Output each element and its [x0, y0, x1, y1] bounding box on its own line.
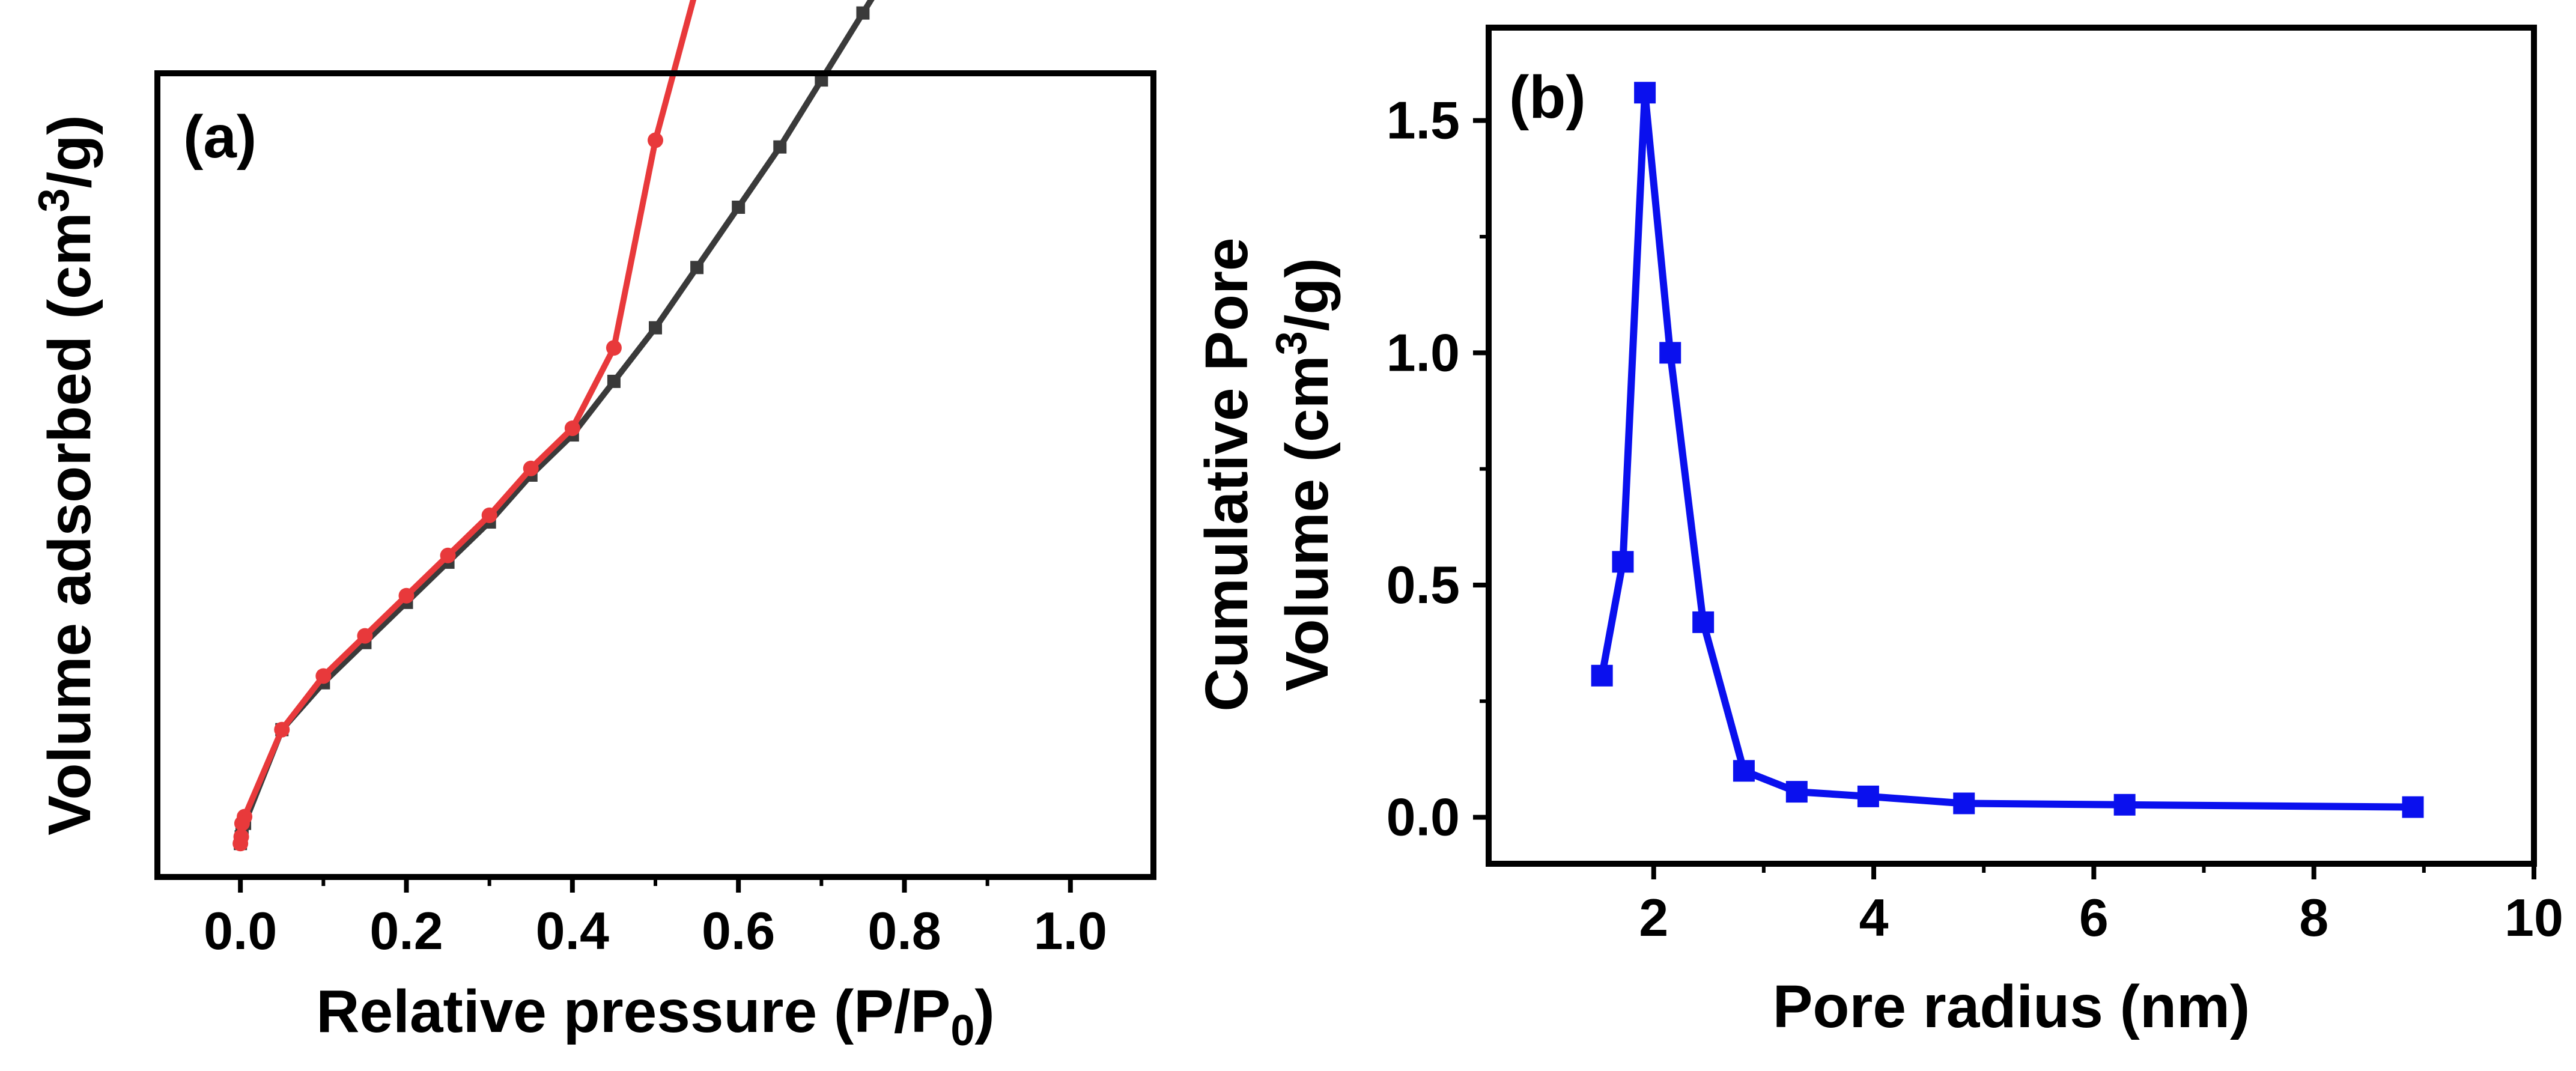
data-point — [274, 721, 290, 738]
panel-b-x-axis-title: Pore radius (nm) — [1773, 973, 2250, 1040]
series-line-desorption — [237, 0, 697, 844]
series-line-pore-volume — [1598, 89, 2413, 811]
x-tick-label: 10 — [2505, 888, 2563, 947]
data-point — [1634, 82, 1656, 104]
data-point — [856, 6, 870, 20]
x-tick-label: 2 — [1639, 888, 1668, 947]
data-point — [232, 836, 249, 852]
data-point — [773, 140, 787, 154]
data-point — [1692, 611, 1715, 633]
data-point — [1612, 551, 1634, 573]
x-tick-label: 1.0 — [1034, 901, 1107, 960]
panel-b-y-axis-title-line1: Cumulative Pore — [1193, 237, 1260, 711]
x-tick-label: 6 — [2079, 888, 2109, 947]
panel-a-chart: 0.0 0.2 0.4 0.6 0.8 1.0 (a) Relative pressure… — [30, 0, 1156, 1055]
data-point — [2402, 796, 2424, 818]
panel-a-x-axis-title: Relative pressure (P/P0) — [316, 978, 994, 1055]
data-point — [564, 420, 580, 436]
x-tick-label: 8 — [2299, 888, 2328, 947]
data-point — [1733, 760, 1755, 782]
x-tick-label: 0.6 — [702, 901, 775, 960]
y-tick-label: 1.0 — [1387, 323, 1460, 382]
data-point — [1953, 792, 1975, 815]
x-tick-label: 0.2 — [369, 901, 443, 960]
panel-a-frame — [154, 70, 1156, 880]
data-point — [1857, 785, 1879, 807]
data-point — [440, 547, 456, 563]
data-point — [2113, 793, 2136, 816]
panel-b-x-ticks: 2 4 6 8 10 — [1639, 864, 2563, 947]
data-point — [607, 374, 621, 388]
data-point — [1591, 664, 1613, 687]
data-point — [481, 507, 497, 523]
panel-b-label: (b) — [1509, 64, 1586, 131]
data-point — [398, 587, 415, 604]
panel-a-label: (a) — [183, 103, 257, 171]
y-tick-label: 0.5 — [1387, 555, 1460, 614]
data-point — [315, 668, 332, 684]
data-point — [606, 340, 622, 356]
panel-b-series — [1591, 82, 2424, 818]
y-tick-label: 0.0 — [1387, 787, 1460, 847]
panel-a-series — [232, 0, 875, 852]
data-point — [648, 132, 663, 148]
data-point — [732, 201, 746, 214]
data-point — [1785, 781, 1808, 803]
data-point — [649, 321, 662, 335]
data-point — [1659, 342, 1681, 364]
panel-b-chart: 2 4 6 8 10 0.0 0.5 1.0 1.5 (b) Pore radius (nm)… — [1193, 25, 2563, 1040]
data-point — [815, 73, 828, 87]
panel-b-y-axis-title-line2: Volume (cm3/g) — [1268, 258, 1341, 691]
data-point — [523, 460, 539, 476]
panel-a-y-axis-title: Volume adsorbed (cm3/g) — [30, 115, 103, 835]
data-point — [357, 628, 373, 644]
panel-b-frame — [1486, 25, 2537, 867]
data-point — [234, 815, 250, 831]
data-point — [690, 261, 704, 275]
x-tick-label: 0.4 — [536, 901, 609, 960]
panel-a-x-ticks: 0.0 0.2 0.4 0.6 0.8 1.0 — [204, 877, 1107, 960]
x-tick-label: 0.8 — [867, 901, 941, 960]
panel-b-y-ticks: 0.0 0.5 1.0 1.5 — [1387, 91, 1489, 847]
x-tick-label: 4 — [1859, 888, 1889, 947]
series-line-adsorption — [237, 0, 875, 844]
x-tick-label: 0.0 — [204, 901, 277, 960]
y-tick-label: 1.5 — [1387, 91, 1460, 150]
